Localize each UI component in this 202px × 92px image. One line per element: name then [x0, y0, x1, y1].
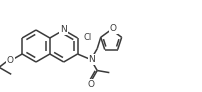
- Text: O: O: [109, 24, 116, 33]
- Text: Cl: Cl: [83, 32, 91, 41]
- Text: O: O: [87, 80, 94, 89]
- Text: N: N: [60, 25, 67, 34]
- Text: N: N: [88, 55, 95, 64]
- Text: O: O: [7, 56, 14, 65]
